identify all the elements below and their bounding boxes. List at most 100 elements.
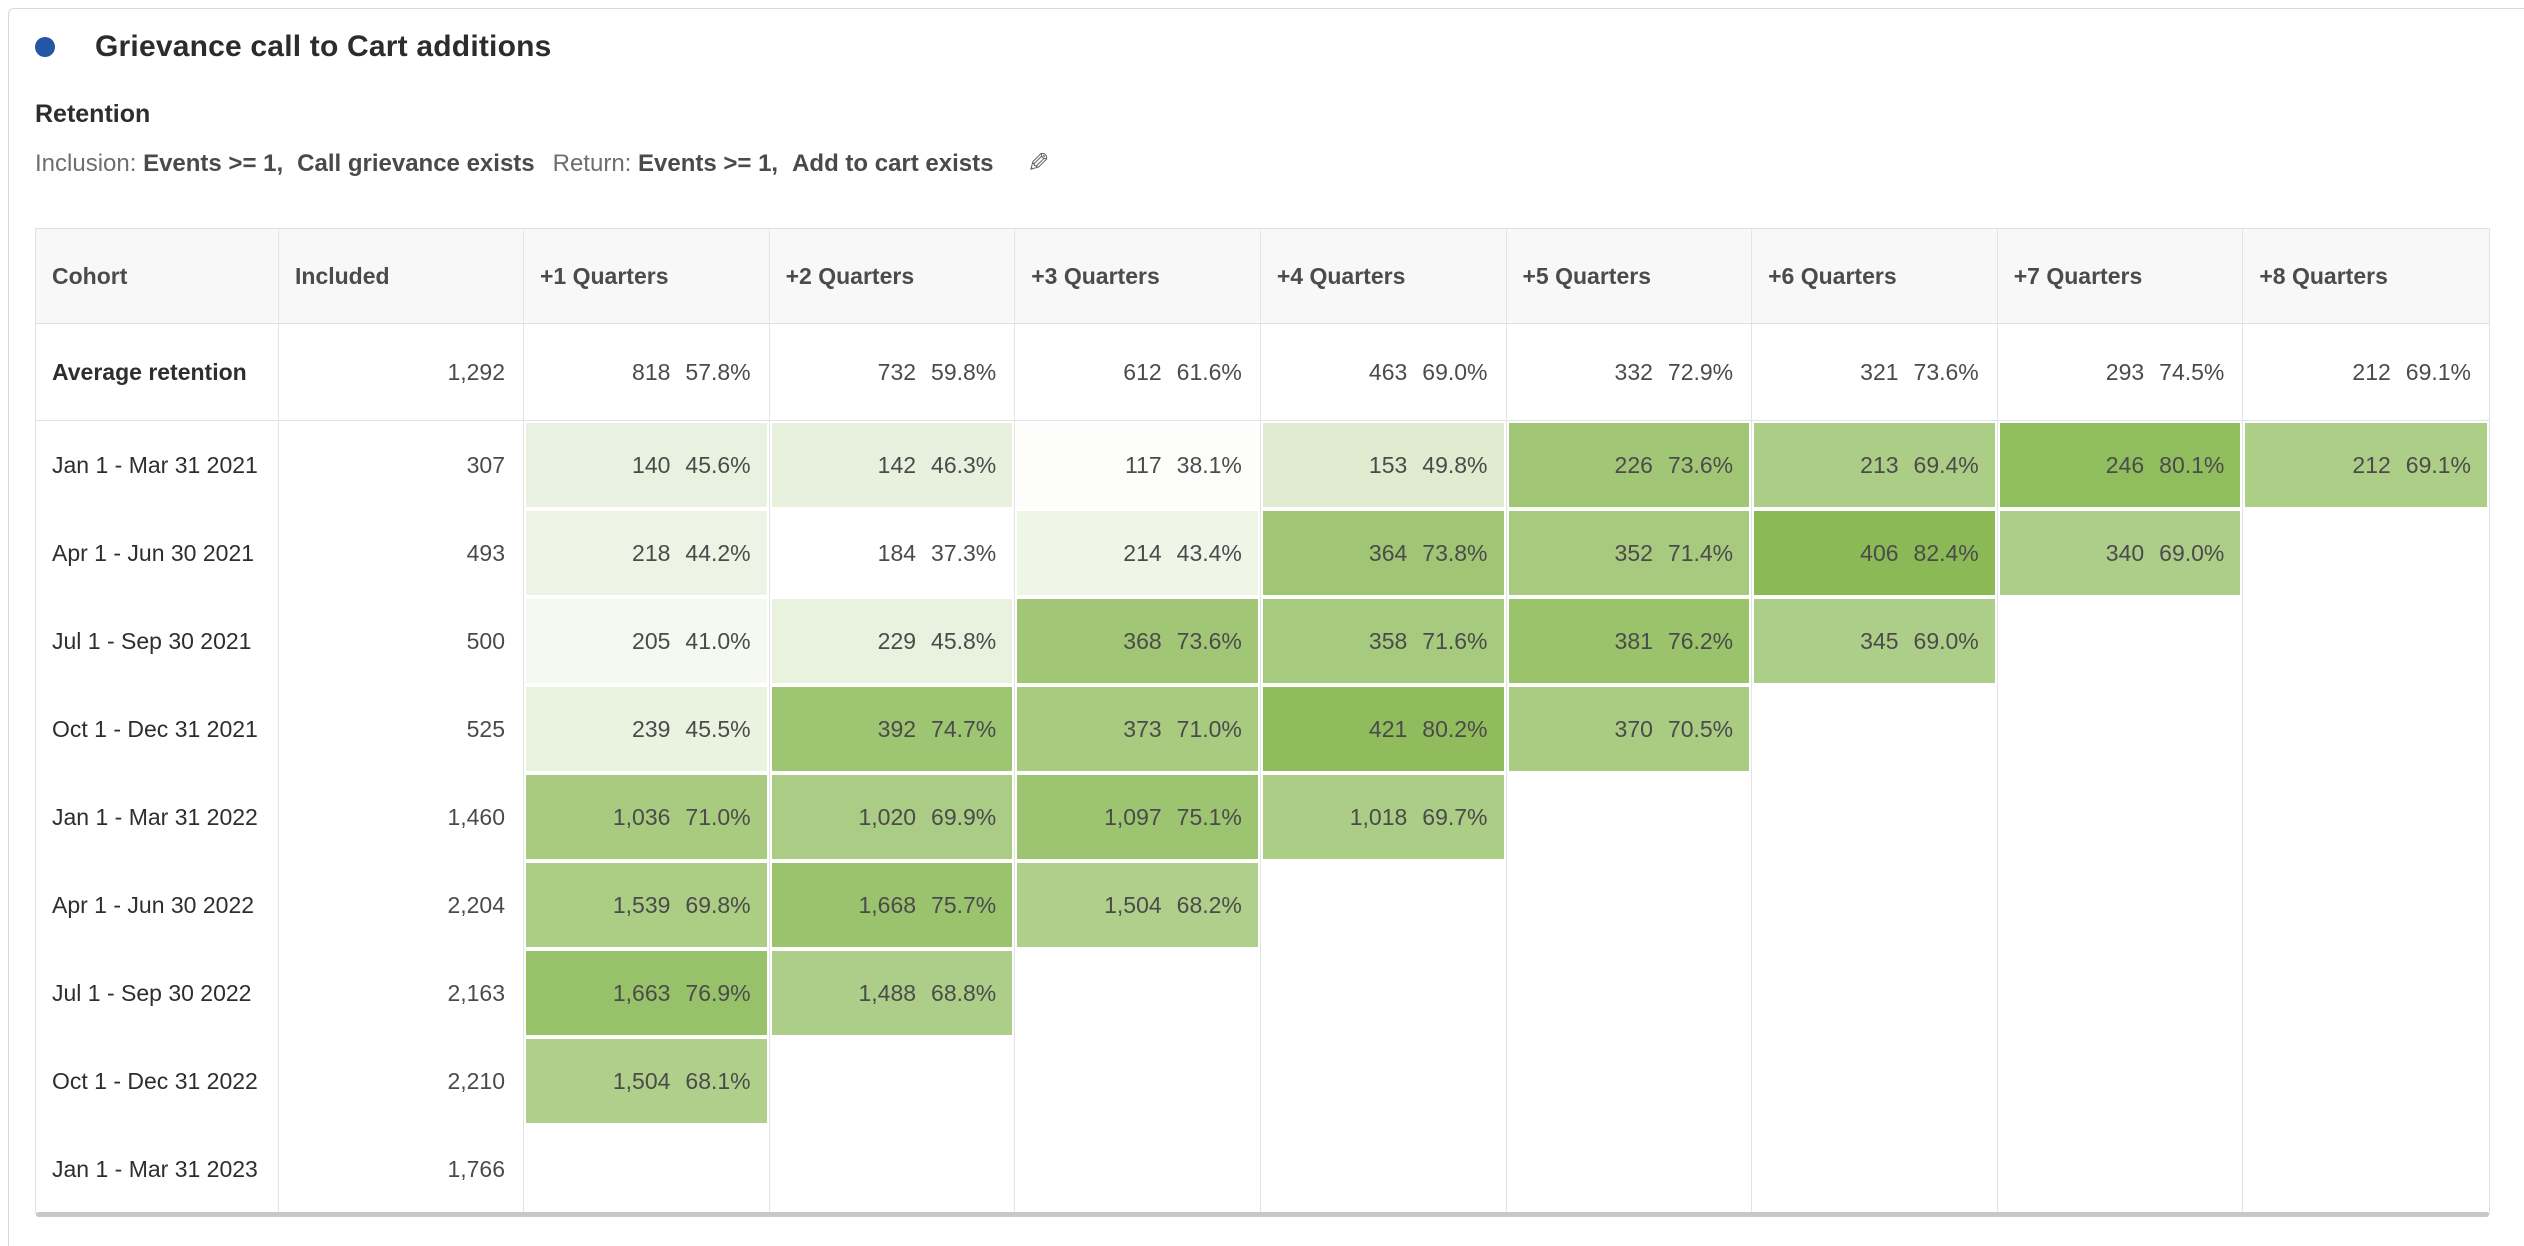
cell-count: 345 bbox=[1860, 627, 1899, 654]
cell-values: 1,097 75.1% bbox=[1104, 804, 1242, 831]
retention-cell[interactable]: 1,504 68.2% bbox=[1015, 861, 1261, 949]
retention-cell[interactable]: 368 73.6% bbox=[1015, 597, 1261, 685]
retention-cell[interactable]: 818 57.8% bbox=[524, 324, 770, 421]
retention-cell[interactable]: 373 71.0% bbox=[1015, 685, 1261, 773]
retention-cell[interactable]: 1,668 75.7% bbox=[770, 861, 1016, 949]
retention-cell[interactable]: 293 74.5% bbox=[1997, 324, 2244, 421]
heatmap-fill bbox=[1262, 599, 1504, 683]
retention-cell[interactable]: 406 82.4% bbox=[1752, 509, 1998, 597]
cell-percentage: 68.2% bbox=[1176, 891, 1242, 918]
retention-cell[interactable]: 612 61.6% bbox=[1015, 324, 1261, 421]
cell-values: 142 46.3% bbox=[878, 452, 997, 479]
cell-percentage: 69.4% bbox=[1913, 451, 1979, 478]
cell-count: 229 bbox=[877, 627, 917, 654]
retention-cell[interactable]: 358 71.6% bbox=[1261, 597, 1507, 685]
cell-percentage: 69.1% bbox=[2405, 451, 2471, 478]
cell-percentage: 68.8% bbox=[931, 979, 997, 1006]
cell-percentage: 69.7% bbox=[1422, 803, 1488, 830]
cohort-row-label: Apr 1 - Jun 30 2022 bbox=[36, 861, 279, 949]
cell-values: 818 57.8% bbox=[632, 359, 751, 386]
cell-percentage: 57.8% bbox=[685, 358, 751, 385]
cell-count: 214 bbox=[1123, 539, 1162, 566]
retention-cell[interactable]: 246 80.1% bbox=[1998, 421, 2244, 509]
retention-cell[interactable]: 226 73.6% bbox=[1507, 421, 1753, 509]
retention-cell[interactable]: 1,036 71.0% bbox=[524, 773, 770, 861]
retention-cell[interactable]: 1,488 68.8% bbox=[770, 949, 1016, 1037]
included-value: 1,292 bbox=[279, 324, 524, 421]
heatmap-fill bbox=[526, 1039, 767, 1123]
heatmap-fill bbox=[1508, 599, 1750, 683]
retention-cell[interactable]: 1,504 68.1% bbox=[524, 1037, 770, 1125]
cell-count: 368 bbox=[1123, 627, 1162, 654]
retention-cell[interactable]: 370 70.5% bbox=[1507, 685, 1753, 773]
retention-cell[interactable]: 153 49.8% bbox=[1261, 421, 1507, 509]
retention-cell[interactable]: 1,539 69.8% bbox=[524, 861, 770, 949]
retention-cell[interactable]: 117 38.1% bbox=[1015, 421, 1261, 509]
cohort-row-label: Jul 1 - Sep 30 2021 bbox=[36, 597, 279, 685]
retention-cell bbox=[1752, 773, 1998, 861]
cell-percentage: 73.6% bbox=[1913, 358, 1979, 385]
heatmap-fill bbox=[526, 599, 767, 683]
retention-cell[interactable]: 212 69.1% bbox=[2243, 421, 2489, 509]
cell-count: 373 bbox=[1123, 715, 1162, 742]
retention-cell bbox=[1507, 949, 1753, 1037]
retention-cell[interactable]: 142 46.3% bbox=[770, 421, 1016, 509]
retention-cell[interactable]: 381 76.2% bbox=[1507, 597, 1753, 685]
heatmap-fill bbox=[1754, 511, 1995, 595]
heatmap-fill bbox=[526, 423, 767, 507]
retention-cell bbox=[1507, 773, 1753, 861]
retention-cell[interactable]: 340 69.0% bbox=[1998, 509, 2244, 597]
retention-cell[interactable]: 205 41.0% bbox=[524, 597, 770, 685]
cell-percentage: 44.2% bbox=[685, 539, 751, 566]
retention-cell[interactable]: 140 45.6% bbox=[524, 421, 770, 509]
retention-cell[interactable]: 213 69.4% bbox=[1752, 421, 1998, 509]
cohort-row-label: Jan 1 - Mar 31 2022 bbox=[36, 773, 279, 861]
retention-cell[interactable]: 1,018 69.7% bbox=[1261, 773, 1507, 861]
return-event: Add to cart exists bbox=[792, 149, 994, 177]
retention-cell[interactable]: 184 37.3% bbox=[770, 509, 1016, 597]
retention-cell[interactable]: 218 44.2% bbox=[524, 509, 770, 597]
cell-percentage: 74.5% bbox=[2159, 358, 2225, 385]
retention-cell[interactable]: 1,020 69.9% bbox=[770, 773, 1016, 861]
edit-criteria-icon[interactable]: ✎ bbox=[1027, 148, 1051, 178]
retention-cell[interactable]: 463 69.0% bbox=[1260, 324, 1507, 421]
heatmap-fill bbox=[526, 511, 767, 595]
cell-count: 1,504 bbox=[1104, 891, 1162, 918]
retention-cell[interactable]: 321 73.6% bbox=[1752, 324, 1998, 421]
retention-cell[interactable]: 1,097 75.1% bbox=[1015, 773, 1261, 861]
cell-percentage: 61.6% bbox=[1176, 358, 1242, 385]
return-operator: Events >= 1, bbox=[638, 149, 779, 177]
cell-count: 117 bbox=[1124, 451, 1162, 478]
cell-values: 1,020 69.9% bbox=[858, 804, 996, 831]
cell-percentage: 76.9% bbox=[685, 979, 751, 1006]
retention-cell[interactable]: 732 59.8% bbox=[769, 324, 1016, 421]
cell-values: 229 45.8% bbox=[878, 628, 997, 655]
retention-cell bbox=[1752, 685, 1998, 773]
retention-cell[interactable]: 239 45.5% bbox=[524, 685, 770, 773]
cell-count: 463 bbox=[1368, 358, 1408, 385]
heatmap-fill bbox=[2245, 423, 2487, 507]
heatmap-fill bbox=[771, 511, 1013, 595]
cohort-row-label: Jan 1 - Mar 31 2021 bbox=[36, 421, 279, 509]
retention-cell[interactable]: 352 71.4% bbox=[1507, 509, 1753, 597]
retention-cell[interactable]: 364 73.8% bbox=[1261, 509, 1507, 597]
retention-cell[interactable]: 332 72.9% bbox=[1506, 324, 1753, 421]
retention-cell[interactable]: 392 74.7% bbox=[770, 685, 1016, 773]
retention-cell[interactable]: 214 43.4% bbox=[1015, 509, 1261, 597]
retention-cell[interactable]: 229 45.8% bbox=[770, 597, 1016, 685]
cell-percentage: 71.0% bbox=[685, 803, 751, 830]
heatmap-fill bbox=[1017, 863, 1258, 947]
cell-count: 406 bbox=[1860, 539, 1899, 566]
retention-cell[interactable]: 212 69.1% bbox=[2243, 324, 2489, 421]
horizontal-scrollbar[interactable] bbox=[36, 1212, 2489, 1217]
included-value: 2,210 bbox=[279, 1037, 524, 1125]
cell-values: 340 69.0% bbox=[2106, 540, 2225, 567]
retention-cell[interactable]: 1,663 76.9% bbox=[524, 949, 770, 1037]
cohort-row-label: Jan 1 - Mar 31 2023 bbox=[36, 1125, 279, 1213]
retention-cell[interactable]: 421 80.2% bbox=[1261, 685, 1507, 773]
column-header-9: +7 Quarters bbox=[1997, 229, 2244, 324]
cell-percentage: 71.6% bbox=[1422, 627, 1488, 654]
retention-cell[interactable]: 345 69.0% bbox=[1752, 597, 1998, 685]
column-header-4: +2 Quarters bbox=[769, 229, 1016, 324]
cell-percentage: 70.5% bbox=[1667, 715, 1734, 742]
